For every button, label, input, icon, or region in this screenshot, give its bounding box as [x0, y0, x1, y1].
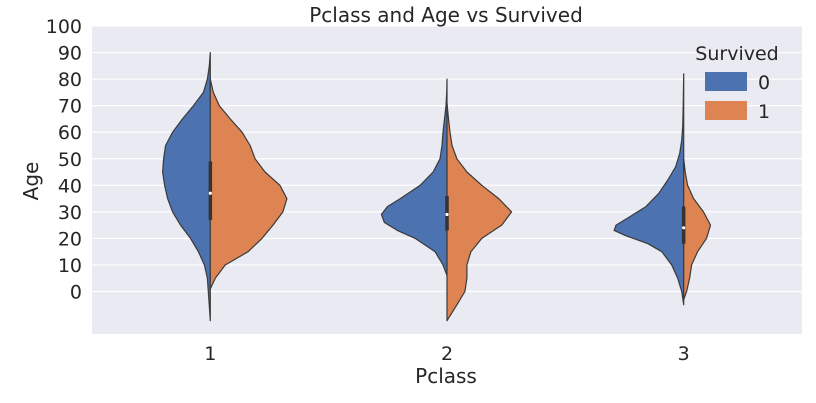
y-tick-label-90: 90	[58, 43, 82, 65]
violin-half-pclass2-survived1	[446, 102, 513, 322]
y-tick-label-40: 40	[58, 175, 82, 197]
x-tick-label-3: 3	[678, 343, 690, 365]
y-tick-label-10: 10	[58, 255, 82, 277]
x-axis-ticks: 1 2 3	[204, 343, 689, 365]
x-tick-label-1: 1	[204, 343, 216, 365]
median-marker-pclass2	[445, 212, 449, 217]
y-tick-label-0: 0	[70, 282, 82, 304]
legend-title: Survived	[695, 43, 778, 65]
legend-swatch-1	[705, 101, 747, 120]
median-marker-pclass1	[208, 191, 212, 195]
y-axis-ticks: 0 10 20 30 40 50 60 70 80 90 100	[46, 16, 82, 304]
x-axis-label: Pclass	[415, 364, 477, 388]
chart-title: Pclass and Age vs Survived	[309, 3, 583, 27]
violin-half-pclass1-survived1	[209, 78, 288, 290]
y-tick-label-100: 100	[46, 16, 82, 38]
inner-boxes	[208, 161, 686, 244]
y-tick-label-80: 80	[58, 69, 82, 91]
legend-label-1: 1	[758, 101, 770, 123]
y-tick-label-30: 30	[58, 202, 82, 224]
legend: Survived 0 1	[695, 43, 778, 123]
y-axis-label: Age	[19, 162, 43, 201]
violin-half-pclass3-survived1	[683, 158, 712, 301]
violin-half-pclass3-survived0	[613, 73, 685, 306]
median-marker-pclass3	[682, 226, 686, 230]
legend-label-0: 0	[758, 72, 770, 94]
violin-half-pclass2-survived0	[380, 78, 448, 277]
y-tick-label-50: 50	[58, 149, 82, 171]
legend-swatch-0	[705, 72, 747, 91]
y-tick-label-20: 20	[58, 228, 82, 250]
x-tick-label-2: 2	[441, 343, 453, 365]
y-tick-label-60: 60	[58, 122, 82, 144]
y-tick-label-70: 70	[58, 96, 82, 118]
violin-half-pclass1-survived0	[162, 52, 211, 322]
violins	[162, 52, 712, 322]
